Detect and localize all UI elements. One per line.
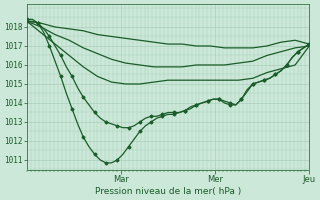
X-axis label: Pression niveau de la mer( hPa ): Pression niveau de la mer( hPa ) [95, 187, 241, 196]
